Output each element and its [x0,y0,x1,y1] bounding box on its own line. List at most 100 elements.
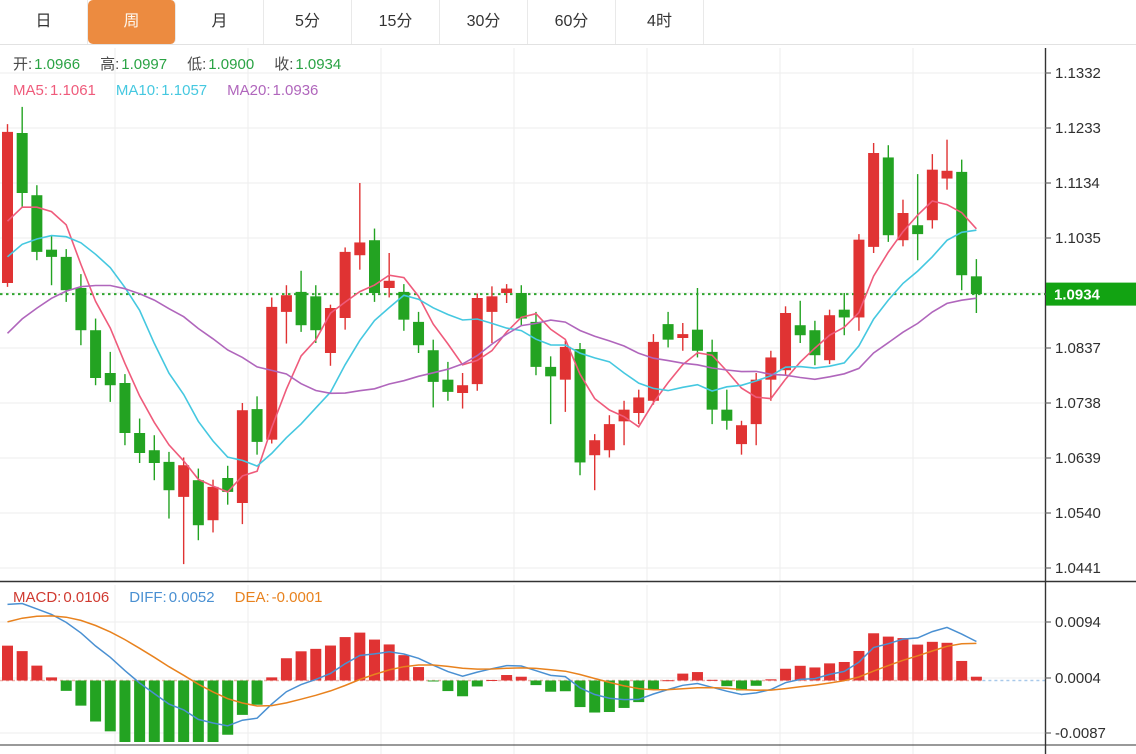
candles[interactable] [2,106,982,565]
candle[interactable] [765,357,777,380]
candle[interactable] [838,309,850,318]
tab-week[interactable]: 周 [88,0,176,44]
macd-bar [192,680,204,742]
macd-bar [589,680,601,713]
candle[interactable] [266,306,278,440]
candle[interactable] [413,321,425,346]
candle[interactable] [545,366,557,377]
candle[interactable] [383,280,395,288]
candle[interactable] [46,249,58,257]
candle[interactable] [163,461,175,491]
candle[interactable] [251,409,263,442]
macd-bar [383,644,395,681]
tab-month[interactable]: 月 [176,0,264,44]
candle[interactable] [75,288,87,331]
candle[interactable] [691,329,703,351]
candle[interactable] [501,288,513,293]
candle[interactable] [662,324,674,340]
price-axis-label: 1.1134 [1055,175,1100,192]
candle[interactable] [31,195,43,252]
candle[interactable] [398,291,410,320]
candle[interactable] [457,385,469,393]
candle[interactable] [104,373,116,386]
candle[interactable] [280,295,292,312]
candle[interactable] [119,383,131,433]
ma-item: MA20: 1.0936 [227,81,318,101]
candle[interactable] [427,350,439,382]
candle[interactable] [750,379,762,425]
candle[interactable] [853,239,865,318]
tab-day[interactable]: 日 [0,0,88,44]
candle[interactable] [134,433,146,453]
tab-30min[interactable]: 30分 [440,0,528,44]
current-price-badge [1046,282,1136,306]
candle[interactable] [354,242,366,256]
candle[interactable] [192,480,204,526]
macd-label: MACD: [13,589,62,606]
ma-value: 1.0936 [272,82,319,99]
candle[interactable] [603,424,615,451]
candle[interactable] [324,308,336,353]
macd-bar [104,680,116,732]
candle[interactable] [339,251,351,318]
candle[interactable] [574,349,586,463]
price-axis-label: 1.0441 [1055,560,1101,577]
candle[interactable] [486,296,498,312]
candle[interactable] [60,256,72,291]
candle[interactable] [809,330,821,356]
candle[interactable] [442,379,454,392]
candle[interactable] [589,440,601,456]
ohlc-label: 收: [274,56,294,73]
candle[interactable] [721,409,733,421]
candle[interactable] [310,296,322,331]
price-axis-label: 1.0639 [1055,450,1101,467]
candle[interactable] [824,315,836,361]
candle[interactable] [236,410,248,503]
candle[interactable] [647,341,659,401]
candle[interactable] [912,225,924,235]
candle[interactable] [926,169,938,221]
candle[interactable] [2,131,13,283]
macd-bar [765,679,777,681]
candle[interactable] [970,276,982,295]
candle[interactable] [369,240,380,293]
tab-15min[interactable]: 15分 [352,0,440,44]
candle[interactable] [90,330,102,378]
macd-label: DEA: [234,589,270,606]
macd-bar [926,641,938,681]
macd-bar [339,637,351,681]
candle[interactable] [794,325,806,336]
macd-value: -0.0001 [271,589,323,606]
candle[interactable] [941,170,953,179]
tab-60min[interactable]: 60分 [528,0,616,44]
macd-legend: MACD: 0.0106 DIFF: 0.0052 DEA: -0.0001 [13,588,323,608]
candle[interactable] [515,293,527,319]
candle[interactable] [559,346,571,380]
macd-bar [134,680,146,742]
macd-item: DIFF: 0.0052 [129,588,214,608]
candle[interactable] [471,298,483,385]
tab-5min[interactable]: 5分 [264,0,352,44]
macd-axis-label: 0.0094 [1055,614,1101,631]
candle[interactable] [956,171,968,276]
candle[interactable] [16,133,28,193]
candle[interactable] [178,465,190,497]
macd-bar [824,663,836,681]
candle[interactable] [148,450,160,463]
candle[interactable] [618,409,630,422]
candle[interactable] [633,397,645,413]
candle[interactable] [207,486,219,521]
tab-4hour[interactable]: 4时 [616,0,704,44]
candle[interactable] [222,478,234,492]
ma-value: 1.1061 [50,82,96,99]
candle[interactable] [882,157,894,236]
candle[interactable] [897,213,909,241]
candle[interactable] [677,334,689,338]
candle[interactable] [530,321,542,367]
candle[interactable] [706,351,718,410]
candle[interactable] [295,291,307,326]
candle[interactable] [780,313,792,371]
candle[interactable] [868,153,880,247]
candle[interactable] [736,425,747,445]
